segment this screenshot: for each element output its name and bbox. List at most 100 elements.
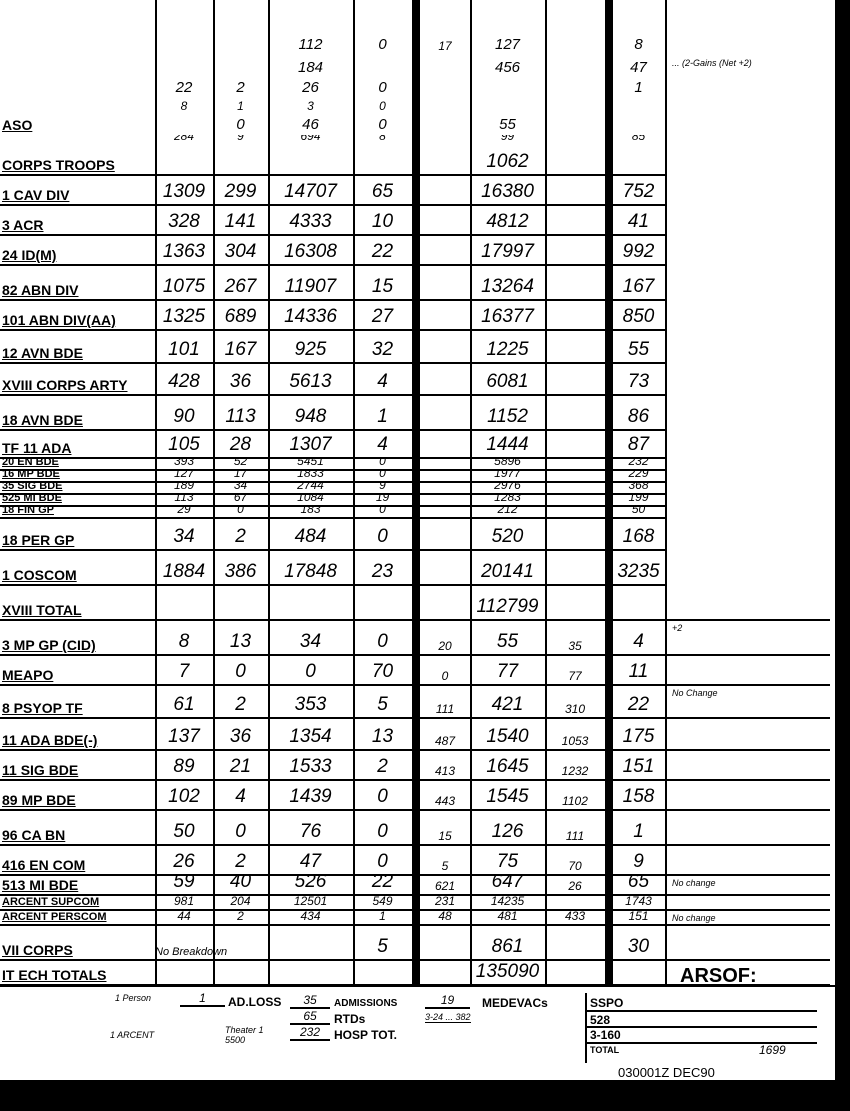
table-row: 184 456 47 ... (2-Gains (Net +2) [0, 55, 835, 78]
row-label: 8 PSYOP TF [2, 700, 83, 716]
table-cell: 0 [379, 99, 386, 113]
table-cell: 0 [378, 79, 387, 96]
row-note [672, 506, 832, 518]
admissions-value: 35 [290, 993, 330, 1009]
table-cell: 13 [371, 726, 394, 747]
table-cell [155, 145, 213, 175]
row-label: 3 MP GP (CID) [2, 637, 96, 653]
row-divider [0, 505, 665, 507]
table-row: 18 AVN BDE 90 113 948 1 1152 86 [0, 395, 835, 430]
table-cell [420, 395, 470, 430]
row-label: 89 MP BDE [2, 792, 76, 808]
row-note [672, 518, 832, 550]
table-cell [420, 265, 470, 300]
table-cell [545, 585, 605, 620]
table-cell: 8 [180, 99, 188, 113]
table-cell [545, 55, 605, 78]
row-note [672, 718, 832, 750]
table-cell: 0 [377, 786, 388, 807]
row-note [672, 363, 832, 395]
table-cell [545, 895, 605, 910]
table-cell: 111 [565, 829, 585, 843]
footer-divider [0, 985, 835, 987]
table-cell: 20141 [481, 561, 534, 582]
table-cell: 11 [628, 661, 649, 682]
row-note [672, 925, 832, 960]
table-cell: 52 [233, 458, 248, 468]
row-divider [0, 299, 665, 301]
row-note: ... (2-Gains (Net +2) [672, 58, 752, 68]
table-cell [545, 300, 605, 330]
row-label: 20 EN BDE [2, 458, 59, 468]
table-cell: 0 [441, 669, 449, 683]
table-cell [268, 145, 353, 175]
table-cell: 1 [237, 99, 244, 113]
table-row: VII CORPS No Breakdown 5 861 30 [0, 925, 835, 960]
column-divider [545, 0, 547, 985]
table-cell: 40 [229, 875, 252, 892]
table-cell [545, 960, 605, 985]
row-label: 11 SIG BDE [2, 762, 79, 778]
table-cell: 158 [622, 786, 655, 807]
row-note [672, 300, 832, 330]
table-cell [420, 145, 470, 175]
table-row: TF 11 ADA 105 28 1307 4 1444 87 [0, 430, 835, 458]
table-cell [545, 30, 605, 55]
table-cell: 9 [633, 851, 644, 872]
table-cell: 1 [379, 910, 386, 923]
medevac-note: 3-24 ... 382 [425, 1012, 471, 1023]
ad-loss-value: 1 [180, 991, 225, 1007]
table-cell: 526 [294, 875, 327, 892]
table-cell: 21 [229, 756, 252, 777]
table-cell: 137 [168, 726, 200, 747]
table-cell: 126 [491, 821, 524, 842]
table-row: 20 EN BDE 393 52 5451 0 5896 232 [0, 458, 835, 470]
table-cell: 1232 [561, 764, 589, 778]
table-cell: 55 [627, 339, 650, 360]
row-divider [0, 457, 665, 459]
table-cell: 0 [377, 851, 388, 872]
table-row: 8 PSYOP TF 61 2 353 5 111 421 310 22 No Change [0, 685, 835, 718]
table-cell: 1977 [494, 470, 521, 480]
table-cell [612, 145, 665, 175]
table-cell: 621 [434, 879, 456, 893]
scan-edge-bottom [0, 1080, 850, 1111]
row-note [672, 235, 832, 265]
table-cell: 0 [379, 506, 386, 516]
table-cell: 267 [224, 276, 257, 297]
table-cell: 22 [371, 241, 394, 262]
table-cell [268, 585, 353, 620]
table-cell: 5 [377, 694, 388, 715]
table-row: CORPS TROOPS 1062 [0, 145, 835, 175]
table-cell: 46 [302, 116, 319, 133]
table-cell [420, 585, 470, 620]
row-divider [0, 549, 665, 551]
table-cell: 5 [377, 936, 388, 957]
table-cell: 26 [302, 79, 319, 96]
table-cell: 752 [622, 181, 655, 202]
table-row: 18 FIN GP 29 0 183 0 212 50 [0, 506, 835, 518]
table-cell [545, 925, 605, 960]
table-cell: 26 [173, 851, 195, 872]
table-row: XVIII CORPS ARTY 428 36 5613 4 6081 73 [0, 363, 835, 395]
table-row: 16 MP BDE 127 17 1833 0 1977 229 [0, 470, 835, 482]
row-label: IT ECH TOTALS [2, 967, 107, 983]
table-cell: 135090 [475, 961, 540, 982]
table-cell: 4 [633, 631, 644, 652]
table-cell: 694 [300, 135, 321, 143]
table-row: 416 EN COM 26 2 47 0 5 75 70 9 [0, 845, 835, 875]
table-cell: 433 [564, 910, 586, 923]
table-cell: 1363 [162, 241, 206, 262]
table-cell: 1325 [162, 306, 206, 327]
table-cell: 4 [235, 786, 246, 807]
table-cell: 353 [294, 694, 327, 715]
table-row: 18 PER GP 34 2 484 0 520 168 [0, 518, 835, 550]
table-cell [545, 330, 605, 363]
table-row: 112 0 17 127 8 [0, 30, 835, 55]
row-label [0, 135, 155, 145]
table-cell [420, 430, 470, 458]
table-cell: 127 [494, 36, 521, 53]
row-note [672, 895, 832, 910]
row-label: ARCENT PERSCOM [2, 911, 107, 923]
table-cell: 141 [224, 211, 257, 232]
